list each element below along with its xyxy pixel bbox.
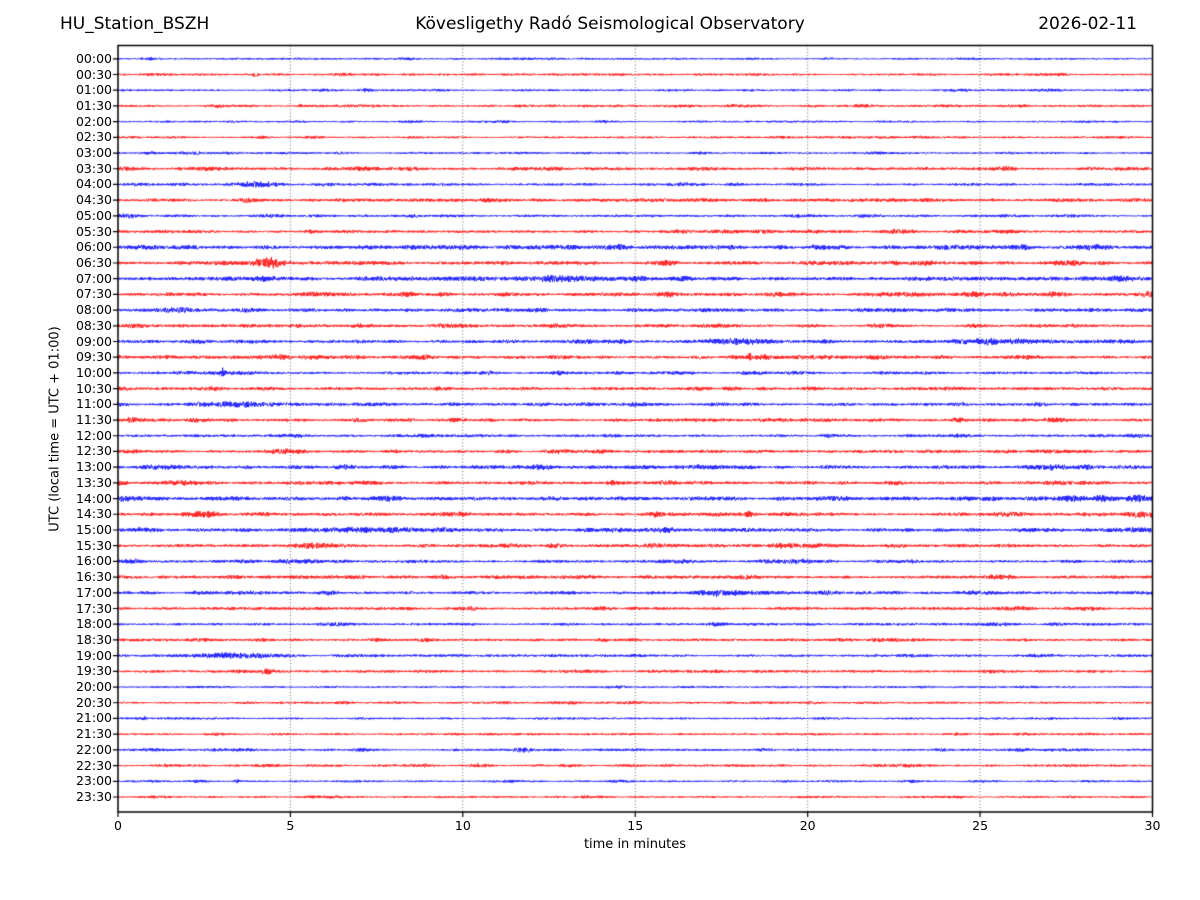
date-title: 2026-02-11 (1038, 14, 1137, 34)
y-tick-label: 11:30 (75, 412, 112, 428)
y-tick-label: 16:00 (75, 553, 112, 569)
x-tick-label: 25 (972, 818, 989, 833)
x-tick-label: 30 (1144, 818, 1161, 833)
x-tick-label: 15 (627, 818, 644, 833)
y-tick-label: 02:00 (75, 113, 112, 129)
y-tick-label: 10:30 (75, 380, 112, 396)
y-tick-label: 07:30 (75, 286, 112, 302)
y-tick-label: 02:30 (75, 129, 112, 145)
y-tick-label: 01:00 (75, 82, 112, 98)
y-tick-label: 14:30 (75, 506, 112, 522)
y-tick-label: 08:30 (75, 317, 112, 333)
y-tick-label: 00:00 (75, 50, 112, 66)
y-tick-label: 20:00 (75, 679, 112, 695)
x-axis-label: time in minutes (583, 837, 687, 852)
y-tick-label: 12:00 (75, 427, 112, 443)
y-tick-label: 03:00 (75, 145, 112, 161)
x-tick-label: 5 (286, 818, 295, 833)
y-tick-label: 10:00 (75, 364, 112, 380)
y-tick-label: 14:00 (75, 490, 112, 506)
station-title: HU_Station_BSZH (60, 14, 210, 34)
y-tick-label: 04:00 (75, 176, 112, 192)
y-tick-label: 16:30 (75, 569, 112, 585)
y-tick-label: 07:00 (75, 270, 112, 286)
y-tick-label: 23:00 (75, 773, 112, 789)
y-tick-label: 17:00 (75, 584, 112, 600)
y-tick-label: 18:30 (75, 631, 112, 647)
y-tick-label: 13:00 (75, 459, 112, 475)
y-tick-label: 05:30 (75, 223, 112, 239)
y-tick-label: 20:30 (75, 694, 112, 710)
y-tick-label: 06:30 (75, 254, 112, 270)
y-tick-label: 03:30 (75, 160, 112, 176)
y-tick-label: 21:30 (75, 726, 112, 742)
y-tick-label: 15:00 (75, 521, 112, 537)
y-tick-label: 17:30 (75, 600, 112, 616)
y-tick-label: 09:30 (75, 349, 112, 365)
y-tick-label: 22:00 (75, 741, 112, 757)
y-tick-label: 00:30 (75, 66, 112, 82)
y-tick-label: 21:00 (75, 710, 112, 726)
y-tick-label: 15:30 (75, 537, 112, 553)
y-tick-label: 11:00 (75, 396, 112, 412)
y-tick-label: 13:30 (75, 474, 112, 490)
y-tick-label: 18:00 (75, 616, 112, 632)
y-tick-label: 09:00 (75, 333, 112, 349)
x-tick-label: 10 (454, 818, 471, 833)
y-tick-label: 04:30 (75, 192, 112, 208)
y-tick-label: 08:00 (75, 302, 112, 318)
y-tick-label: 19:00 (75, 647, 112, 663)
x-tick-label: 0 (114, 818, 122, 833)
y-tick-label: 06:00 (75, 239, 112, 255)
y-tick-label: 19:30 (75, 663, 112, 679)
observatory-title: Kövesligethy Radó Seismological Observat… (415, 14, 805, 34)
y-tick-label: 01:30 (75, 97, 112, 113)
y-tick-label: 05:00 (75, 207, 112, 223)
x-tick-label: 20 (799, 818, 816, 833)
y-tick-label: 22:30 (75, 757, 112, 773)
y-tick-label: 12:30 (75, 443, 112, 459)
y-tick-label: 23:30 (75, 788, 112, 804)
